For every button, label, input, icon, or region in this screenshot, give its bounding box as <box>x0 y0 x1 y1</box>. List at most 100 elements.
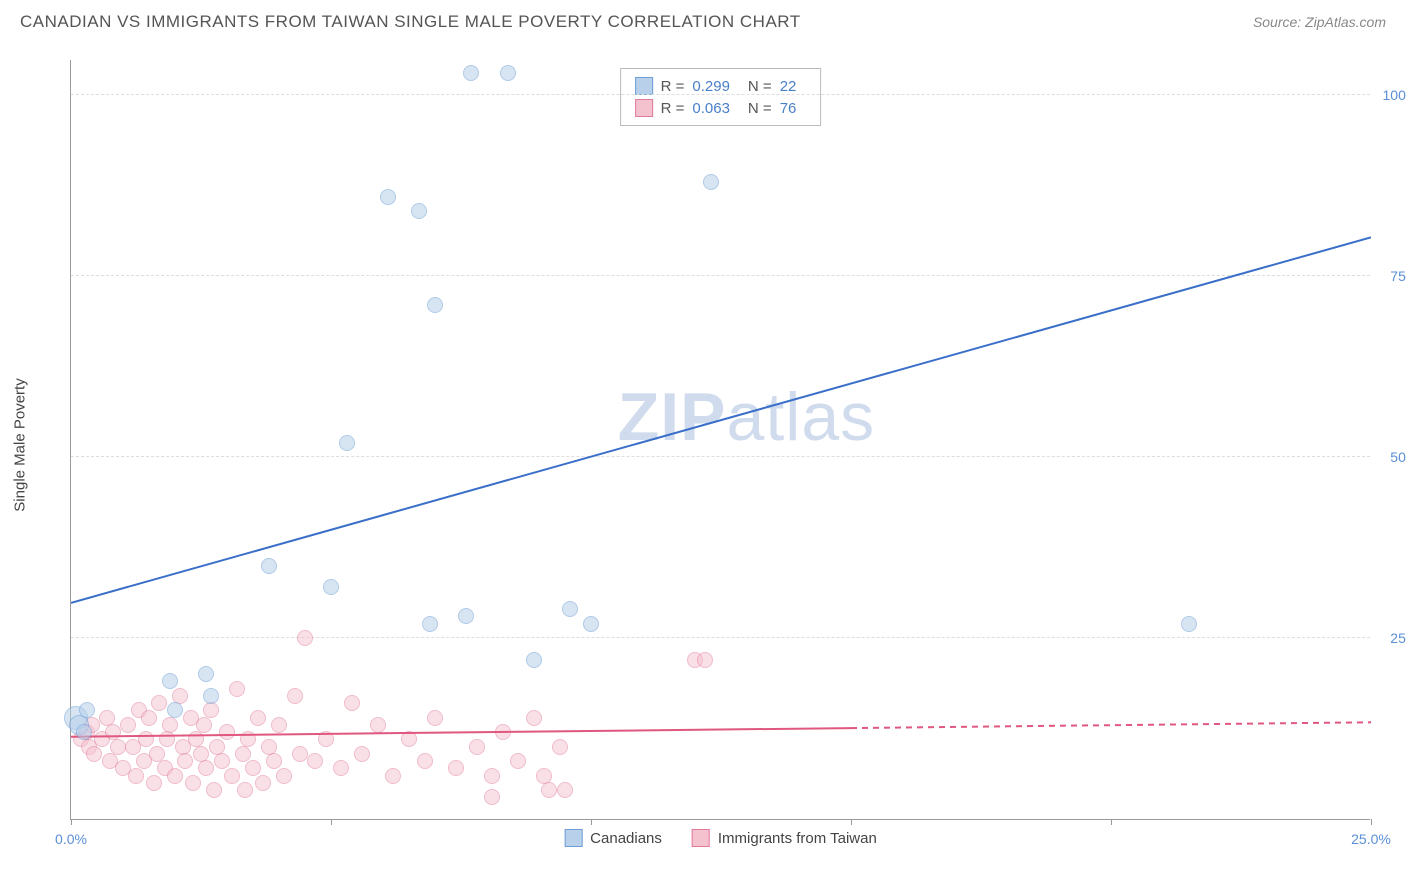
x-tick-label: 25.0% <box>1351 831 1391 847</box>
watermark-light: atlas <box>727 379 876 455</box>
trend-line <box>71 60 1371 820</box>
data-point <box>196 717 212 733</box>
n-label-1: N = <box>748 100 772 117</box>
data-point <box>86 746 102 762</box>
data-point <box>427 710 443 726</box>
x-tick <box>851 819 852 825</box>
data-point <box>235 746 251 762</box>
data-point <box>110 739 126 755</box>
data-point <box>138 731 154 747</box>
data-point <box>167 702 183 718</box>
data-point <box>198 760 214 776</box>
data-point <box>463 65 479 81</box>
data-point <box>159 731 175 747</box>
trend-line <box>71 60 1371 820</box>
grid-line <box>71 456 1370 457</box>
legend-label-1: Immigrants from Taiwan <box>718 830 877 847</box>
data-point <box>697 652 713 668</box>
swatch-0 <box>635 77 653 95</box>
watermark-bold: ZIP <box>618 379 727 455</box>
data-point <box>354 746 370 762</box>
r-value-1: 0.063 <box>692 100 730 117</box>
data-point <box>318 731 334 747</box>
data-point <box>128 768 144 784</box>
data-point <box>422 616 438 632</box>
data-point <box>203 688 219 704</box>
n-value-0: 22 <box>780 78 797 95</box>
data-point <box>552 739 568 755</box>
data-point <box>703 174 719 190</box>
data-point <box>448 760 464 776</box>
data-point <box>339 435 355 451</box>
data-point <box>370 717 386 733</box>
data-point <box>120 717 136 733</box>
data-point <box>185 775 201 791</box>
x-tick <box>1111 819 1112 825</box>
legend-item-0: Canadians <box>564 829 662 847</box>
data-point <box>562 601 578 617</box>
data-point <box>344 695 360 711</box>
data-point <box>79 702 95 718</box>
data-point <box>292 746 308 762</box>
data-point <box>245 760 261 776</box>
y-tick-label: 25.0% <box>1375 630 1406 646</box>
data-point <box>323 579 339 595</box>
data-point <box>162 717 178 733</box>
data-point <box>401 731 417 747</box>
r-value-0: 0.299 <box>692 78 730 95</box>
data-point <box>458 608 474 624</box>
swatch-1 <box>635 99 653 117</box>
data-point <box>427 297 443 313</box>
data-point <box>151 695 167 711</box>
stats-row-1: R = 0.063 N = 76 <box>635 97 807 119</box>
data-point <box>167 768 183 784</box>
data-point <box>76 724 92 740</box>
bottom-legend: Canadians Immigrants from Taiwan <box>564 829 877 847</box>
grid-line <box>71 275 1370 276</box>
data-point <box>1181 616 1197 632</box>
x-tick <box>71 819 72 825</box>
data-point <box>224 768 240 784</box>
data-point <box>276 768 292 784</box>
data-point <box>255 775 271 791</box>
y-tick-label: 75.0% <box>1375 268 1406 284</box>
y-axis-label: Single Male Poverty <box>12 378 29 511</box>
x-tick <box>331 819 332 825</box>
data-point <box>495 724 511 740</box>
data-point <box>541 782 557 798</box>
data-point <box>557 782 573 798</box>
data-point <box>385 768 401 784</box>
data-point <box>583 616 599 632</box>
chart-header: CANADIAN VS IMMIGRANTS FROM TAIWAN SINGL… <box>0 0 1406 40</box>
y-tick-label: 50.0% <box>1375 449 1406 465</box>
data-point <box>469 739 485 755</box>
data-point <box>287 688 303 704</box>
r-label-0: R = <box>661 78 685 95</box>
data-point <box>297 630 313 646</box>
data-point <box>526 652 542 668</box>
data-point <box>333 760 349 776</box>
data-point <box>417 753 433 769</box>
data-point <box>261 558 277 574</box>
data-point <box>411 203 427 219</box>
data-point <box>380 189 396 205</box>
data-point <box>240 731 256 747</box>
n-value-1: 76 <box>780 100 797 117</box>
legend-swatch-1 <box>692 829 710 847</box>
chart-source: Source: ZipAtlas.com <box>1253 14 1386 30</box>
stats-legend: R = 0.299 N = 22 R = 0.063 N = 76 <box>620 68 822 126</box>
legend-item-1: Immigrants from Taiwan <box>692 829 877 847</box>
legend-swatch-0 <box>564 829 582 847</box>
data-point <box>146 775 162 791</box>
x-tick <box>591 819 592 825</box>
data-point <box>237 782 253 798</box>
data-point <box>266 753 282 769</box>
data-point <box>526 710 542 726</box>
data-point <box>219 724 235 740</box>
grid-line <box>71 637 1370 638</box>
data-point <box>229 681 245 697</box>
watermark: ZIPatlas <box>618 378 875 456</box>
plot-area: ZIPatlas R = 0.299 N = 22 R = 0.063 N = … <box>70 60 1370 820</box>
data-point <box>484 789 500 805</box>
x-tick-label: 0.0% <box>55 831 87 847</box>
